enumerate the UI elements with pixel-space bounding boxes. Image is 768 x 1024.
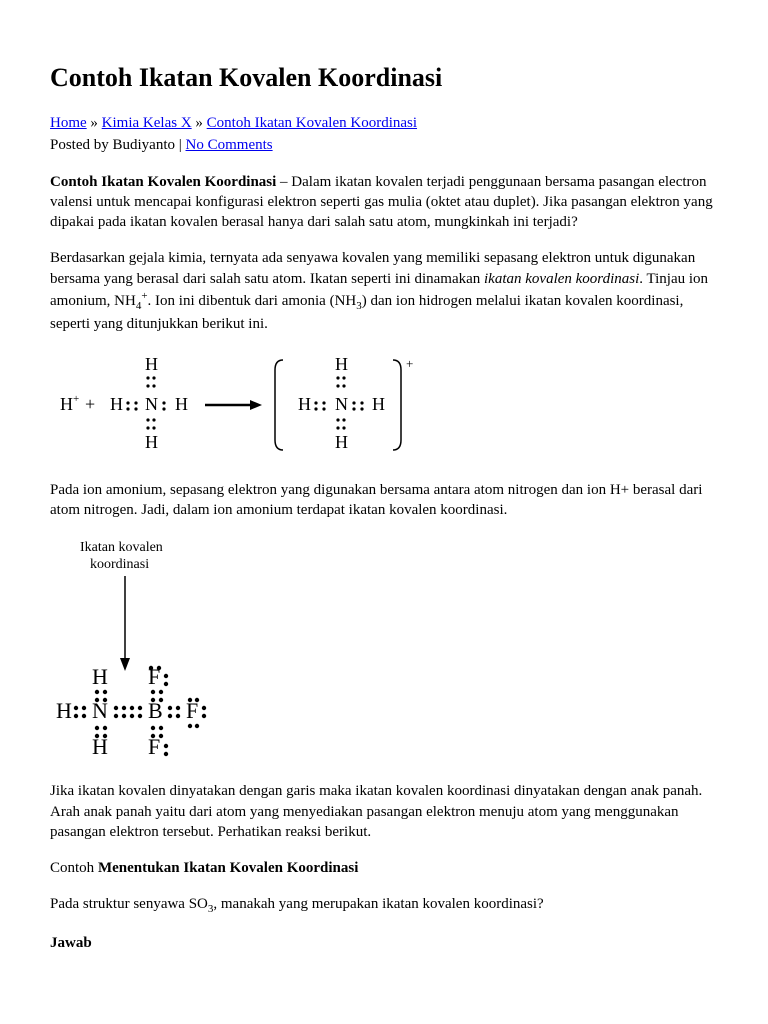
lewis-nh4: H H N H H +	[275, 354, 413, 452]
svg-text:N: N	[335, 394, 348, 414]
para-lead-bold: Contoh Ikatan Kovalen Koordinasi	[50, 174, 276, 190]
para-text: , manakah yang merupakan ikatan kovalen …	[213, 896, 543, 912]
diagram-nh3bf3: Ikatan kovalen koordinasi H F H N B F H …	[50, 536, 718, 761]
breadcrumb-sep: »	[192, 115, 207, 131]
svg-text:H: H	[175, 394, 188, 414]
diagram-label: koordinasi	[90, 557, 149, 572]
svg-text:H: H	[372, 394, 385, 414]
page-title: Contoh Ikatan Kovalen Koordinasi	[50, 60, 718, 95]
answer-heading: Jawab	[50, 933, 718, 953]
paragraph-3: Pada ion amonium, sepasang elektron yang…	[50, 480, 718, 521]
superscript-plus: +	[73, 393, 79, 405]
svg-text:H: H	[110, 394, 123, 414]
paragraph-6: Pada struktur senyawa SO3, manakah yang …	[50, 894, 718, 917]
lewis-nh3: H H N H H	[110, 354, 188, 452]
post-meta: Posted by Budiyanto | No Comments	[50, 135, 718, 155]
term-italic: ikatan kovalen koordinasi	[484, 271, 639, 287]
svg-text:H: H	[298, 394, 311, 414]
para-text: . Ion ini dibentuk dari amonia (NH	[148, 293, 357, 309]
comments-link[interactable]: No Comments	[186, 137, 273, 153]
svg-text:+: +	[406, 356, 413, 371]
breadcrumb-home[interactable]: Home	[50, 115, 87, 131]
breadcrumb-sep: »	[87, 115, 102, 131]
svg-text:F: F	[148, 734, 160, 759]
svg-text:N: N	[145, 394, 158, 414]
svg-text:H: H	[145, 432, 158, 452]
paragraph-intro: Contoh Ikatan Kovalen Koordinasi – Dalam…	[50, 172, 718, 233]
diagram-label: Ikatan kovalen	[80, 540, 163, 555]
svg-text:H: H	[335, 432, 348, 452]
svg-text:B: B	[148, 698, 163, 723]
breadcrumb: Home » Kimia Kelas X » Contoh Ikatan Kov…	[50, 113, 718, 133]
para-bold: Menentukan Ikatan Kovalen Koordinasi	[98, 860, 358, 876]
svg-text:H: H	[145, 354, 158, 374]
paragraph-4: Jika ikatan kovalen dinyatakan dengan ga…	[50, 781, 718, 842]
atom-h: H	[60, 394, 73, 414]
svg-text:H: H	[56, 698, 72, 723]
arrow-head	[120, 658, 130, 671]
para-text: Contoh	[50, 860, 98, 876]
breadcrumb-category[interactable]: Kimia Kelas X	[102, 115, 192, 131]
svg-text:H: H	[92, 664, 108, 689]
diagram-ammonium: H + + H H N H H H H N H H +	[50, 350, 718, 460]
reaction-arrow	[205, 400, 262, 410]
paragraph-2: Berdasarkan gejala kimia, ternyata ada s…	[50, 248, 718, 334]
svg-text:H: H	[92, 734, 108, 759]
plus-sign: +	[85, 394, 95, 414]
para-text: Pada struktur senyawa SO	[50, 896, 208, 912]
breadcrumb-current[interactable]: Contoh Ikatan Kovalen Koordinasi	[207, 115, 417, 131]
paragraph-5: Contoh Menentukan Ikatan Kovalen Koordin…	[50, 858, 718, 878]
svg-text:H: H	[335, 354, 348, 374]
svg-text:N: N	[92, 698, 108, 723]
post-author: Posted by Budiyanto |	[50, 137, 186, 153]
